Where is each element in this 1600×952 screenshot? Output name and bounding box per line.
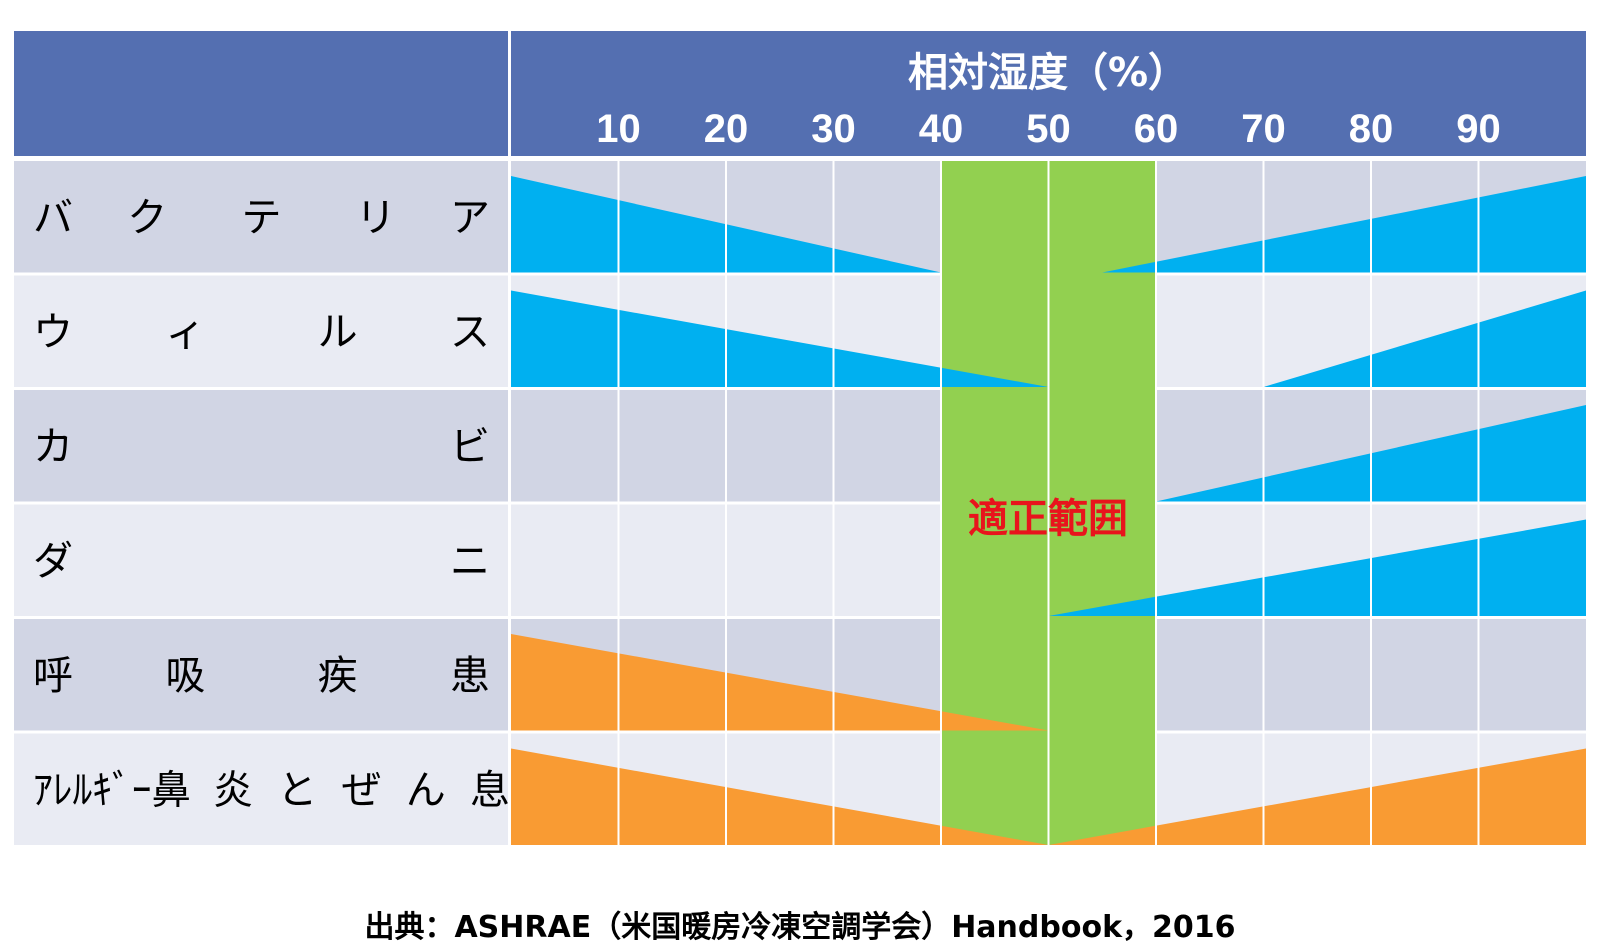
row-label-cell [14, 504, 508, 616]
x-tick-label: 80 [1349, 107, 1394, 151]
row-label-cell [14, 733, 508, 845]
row-label-cell [14, 275, 508, 387]
header-right-cell [511, 31, 1586, 156]
row-label-cell [14, 619, 508, 731]
row-label-char: 息 [470, 767, 510, 813]
source-note: 出典：ASHRAE（米国暖房冷凍空調学会）Handbook，2016 [364, 910, 1236, 945]
row-label-char: テ [242, 195, 282, 241]
header-left-cell [14, 31, 508, 156]
row-label-char: ウ [33, 309, 73, 355]
chart-rows: バ ク テ リ アウ ィ ル スカ ビダ ニ呼 吸 疾 患 ｱﾚﾙｷﾞｰ鼻炎とぜん息 [14, 161, 1586, 845]
x-tick-label: 90 [1456, 107, 1501, 151]
risk-wedge-high [1102, 176, 1586, 273]
x-tick-label: 20 [704, 107, 749, 151]
row-label-cell [14, 390, 508, 502]
grid-lines [508, 31, 1480, 845]
row-label-char: バ [33, 195, 73, 241]
chart-title: 相対湿度（%） [908, 50, 1188, 96]
row-label-char: ア [450, 195, 490, 241]
row-label-cell [14, 161, 508, 273]
row-label-char: と [277, 767, 317, 813]
row-label-char: ん [406, 767, 446, 813]
risk-wedge-low [511, 634, 1049, 731]
row-label-char: ビ [450, 424, 490, 470]
row-label-char: ィ [165, 309, 205, 355]
row-label-char: ル [318, 309, 358, 355]
x-tick-label: 50 [1026, 107, 1071, 151]
row-label-char: 呼 [33, 653, 73, 699]
row-label-char: ス [450, 309, 490, 355]
row-label-char: 炎 [213, 767, 253, 813]
row-label-char: リ [356, 195, 396, 241]
row-label-char: ｱﾚﾙｷﾞｰ鼻 [33, 767, 191, 813]
risk-wedge-high [1263, 290, 1586, 387]
risk-wedge-high [1048, 748, 1586, 845]
row-label-char: ク [127, 195, 167, 241]
risk-wedge-low [511, 290, 1049, 387]
row-label-char: ぜ [342, 767, 382, 813]
x-tick-label: 40 [919, 107, 964, 151]
row-label-char: ニ [450, 538, 490, 584]
x-tick-label: 60 [1134, 107, 1179, 151]
row-label-char: ダ [33, 538, 73, 584]
risk-wedge-low [511, 748, 1049, 845]
row-label-char: 吸 [165, 653, 205, 699]
x-tick-label: 30 [811, 107, 856, 151]
risk-wedge-high [1048, 519, 1586, 616]
x-tick-labels: 10 20 30 40 50 60 70 80 90 [596, 107, 1501, 151]
row-label-char: 患 [450, 653, 490, 699]
optimal-range-label: 適正範囲 [968, 496, 1128, 542]
x-tick-label: 10 [596, 107, 641, 151]
row-label-char: 疾 [318, 653, 358, 699]
x-tick-label: 70 [1241, 107, 1286, 151]
row-label-char: カ [33, 424, 73, 470]
